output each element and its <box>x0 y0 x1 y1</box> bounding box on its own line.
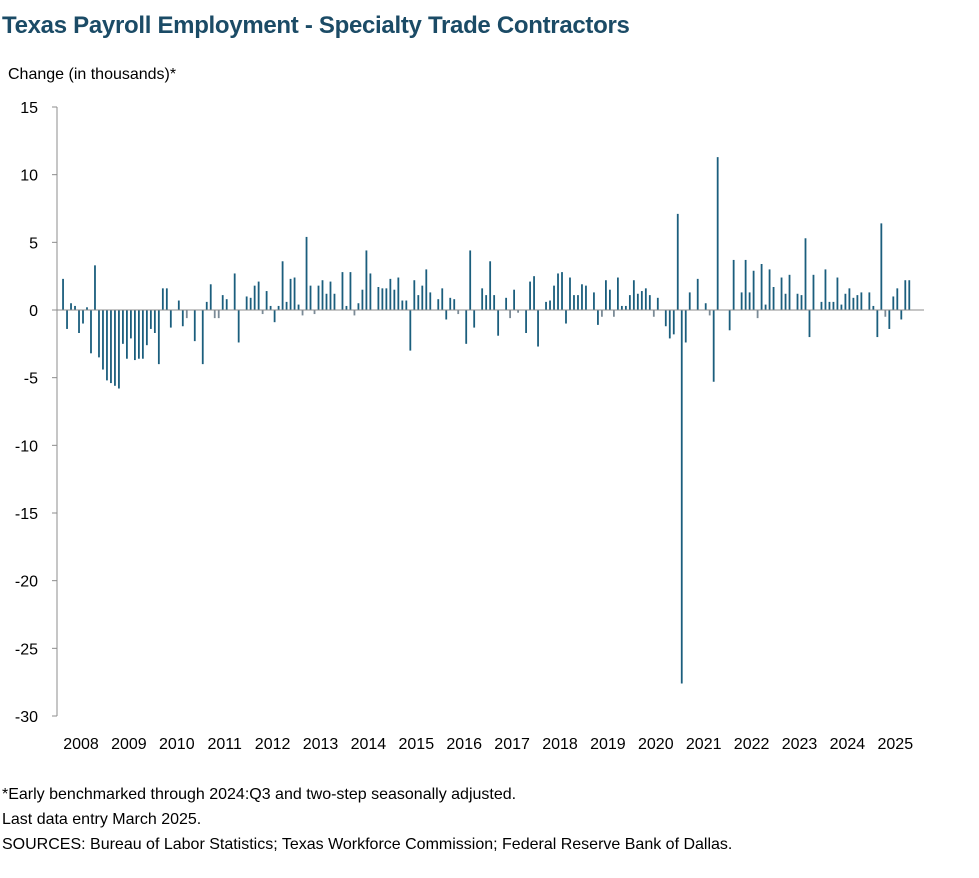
x-tick-label: 2018 <box>542 736 578 753</box>
y-tick-label: -5 <box>24 371 38 388</box>
x-tick-label: 2014 <box>351 736 387 753</box>
y-tick-label: -25 <box>15 641 38 658</box>
y-tick-label: -15 <box>15 506 38 523</box>
y-tick-label: -20 <box>15 574 38 591</box>
y-tick-label: 0 <box>29 303 38 320</box>
y-axis-label: Change (in thousands)* <box>8 66 177 83</box>
bars-layer <box>62 157 911 684</box>
bar-chart: 15 10 5 0 -5 -10 -15 -20 -25 -30 2008 2009 2010 2011 2… <box>15 100 924 753</box>
x-tick-label: 2012 <box>255 736 291 753</box>
x-tick-label: 2020 <box>638 736 674 753</box>
x-tick-label: 2023 <box>782 736 818 753</box>
x-tick-label: 2008 <box>63 736 99 753</box>
y-tick-label: -30 <box>15 709 38 726</box>
x-tick-label: 2025 <box>878 736 914 753</box>
x-tick-label: 2016 <box>446 736 482 753</box>
y-tick-label: -10 <box>15 438 38 455</box>
footnote-sources: SOURCES: Bureau of Labor Statistics; Tex… <box>2 836 733 853</box>
x-tick-label: 2021 <box>686 736 722 753</box>
footnotes: *Early benchmarked through 2024:Q3 and t… <box>2 782 732 857</box>
x-tick-label: 2011 <box>207 736 242 753</box>
x-tick-label: 2013 <box>303 736 339 753</box>
y-tick-label: 10 <box>20 168 38 185</box>
x-tick-label: 2017 <box>494 736 530 753</box>
axes-layer <box>52 106 924 717</box>
x-tick-label: 2009 <box>111 736 147 753</box>
y-tick-label: 15 <box>20 100 38 117</box>
chart-title: Texas Payroll Employment - Specialty Tra… <box>2 12 630 39</box>
x-tick-label: 2010 <box>159 736 195 753</box>
x-tick-label: 2019 <box>590 736 626 753</box>
y-tick-label: 5 <box>29 235 38 252</box>
labels-layer: 15 10 5 0 -5 -10 -15 -20 -25 -30 2008 2009 2010 2011 2… <box>15 100 913 753</box>
x-tick-label: 2024 <box>830 736 866 753</box>
footnote-last-entry: Last data entry March 2025. <box>2 811 202 828</box>
x-tick-label: 2015 <box>399 736 435 753</box>
footnote-benchmark: *Early benchmarked through 2024:Q3 and t… <box>2 786 517 803</box>
x-tick-label: 2022 <box>734 736 770 753</box>
